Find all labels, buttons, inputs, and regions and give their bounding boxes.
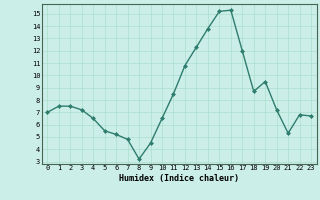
- X-axis label: Humidex (Indice chaleur): Humidex (Indice chaleur): [119, 174, 239, 183]
